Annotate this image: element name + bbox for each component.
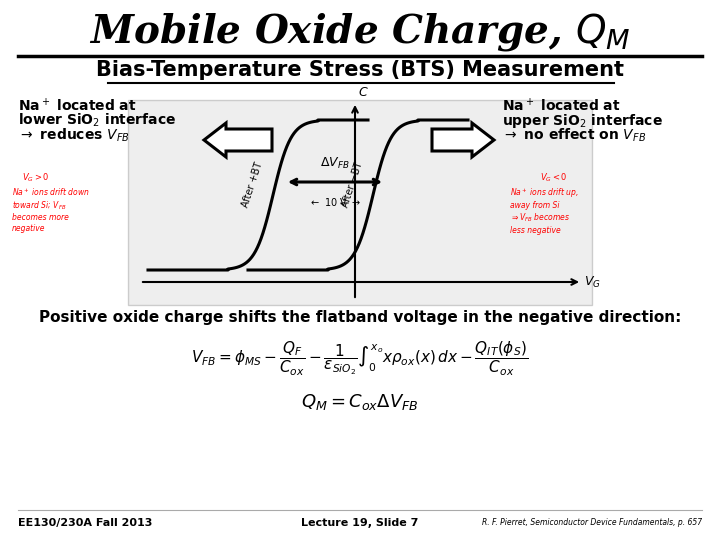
Text: Bias-Temperature Stress (BTS) Measurement: Bias-Temperature Stress (BTS) Measuremen… [96,60,624,80]
Text: After +BT: After +BT [240,161,264,209]
Text: $\rightarrow$ no effect on $V_{FB}$: $\rightarrow$ no effect on $V_{FB}$ [502,127,646,144]
Text: Lecture 19, Slide 7: Lecture 19, Slide 7 [301,518,419,528]
Text: Na$^+$ located at: Na$^+$ located at [18,97,137,114]
FancyArrow shape [204,123,272,157]
Text: $V_G<0$: $V_G<0$ [540,172,567,185]
Text: $V_{FB} = \phi_{MS} - \dfrac{Q_F}{C_{ox}} - \dfrac{1}{\varepsilon_{SiO_2}}\int_0: $V_{FB} = \phi_{MS} - \dfrac{Q_F}{C_{ox}… [192,340,528,379]
Text: $\rightarrow$ reduces $V_{FB}$: $\rightarrow$ reduces $V_{FB}$ [18,127,130,144]
Text: $\leftarrow$ 10 V $\rightarrow$: $\leftarrow$ 10 V $\rightarrow$ [309,196,361,208]
Text: EE130/230A Fall 2013: EE130/230A Fall 2013 [18,518,153,528]
Text: $Q_M = C_{ox}\Delta V_{FB}$: $Q_M = C_{ox}\Delta V_{FB}$ [301,392,419,412]
Text: Positive oxide charge shifts the flatband voltage in the negative direction:: Positive oxide charge shifts the flatban… [39,310,681,325]
Text: Na$^+$ located at: Na$^+$ located at [502,97,621,114]
Text: C: C [358,86,366,99]
Text: After −BT: After −BT [340,161,364,209]
Bar [128,100,592,305]
Text: lower SiO$_2$ interface: lower SiO$_2$ interface [18,112,176,130]
Text: $V_G>0$: $V_G>0$ [22,172,50,185]
Text: upper SiO$_2$ interface: upper SiO$_2$ interface [502,112,663,130]
Text: Mobile Oxide Charge, $Q_M$: Mobile Oxide Charge, $Q_M$ [89,11,631,53]
Text: $V_G$: $V_G$ [584,274,601,289]
FancyArrow shape [432,123,494,157]
Text: $\Delta V_{FB}$: $\Delta V_{FB}$ [320,156,350,171]
Text: Na$^+$ ions drift down
toward Si; $V_{FB}$
becomes more
negative: Na$^+$ ions drift down toward Si; $V_{FB… [12,186,90,233]
Text: R. F. Pierret, Semiconductor Device Fundamentals, p. 657: R. F. Pierret, Semiconductor Device Fund… [482,518,702,527]
Text: Na$^+$ ions drift up,
away from Si
$\Rightarrow V_{FB}$ becomes
less negative: Na$^+$ ions drift up, away from Si $\Rig… [510,186,579,235]
